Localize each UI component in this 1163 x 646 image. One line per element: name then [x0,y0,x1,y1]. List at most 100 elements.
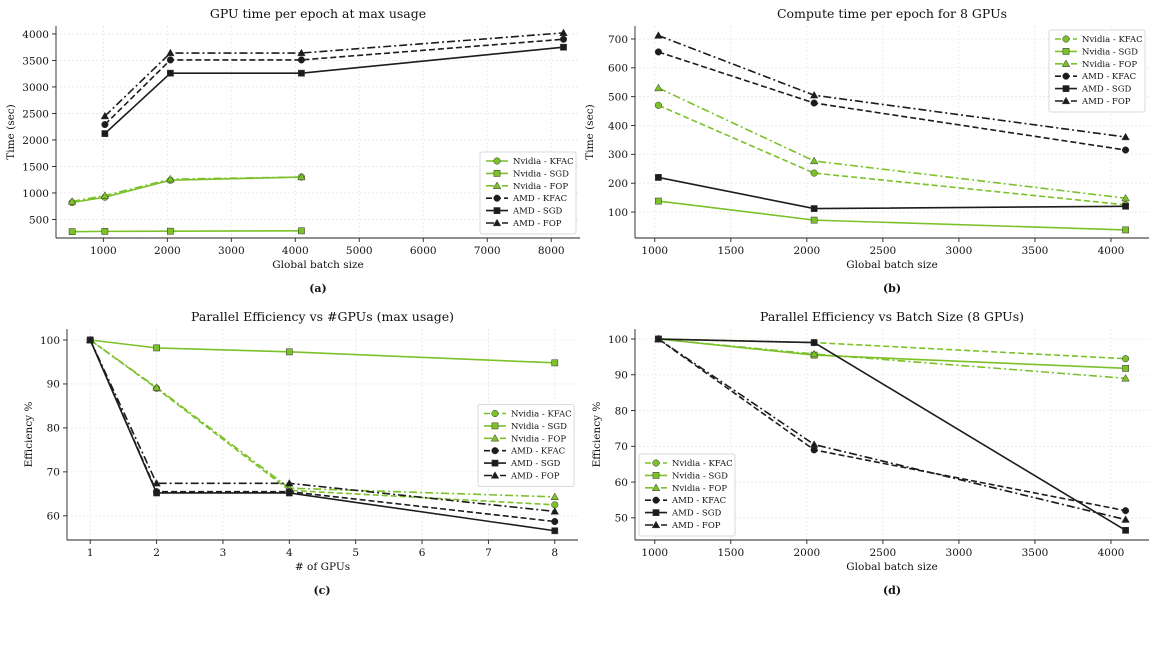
x-tick-label: 3000 [218,245,245,257]
data-point [1122,355,1130,363]
legend: Nvidia - KFAC Nvidia - SGD Nvidia - FOP AMD… [638,453,736,537]
y-tick-label: 100 [608,334,628,346]
legend-entry: AMD - KFAC [671,496,726,506]
data-point [1122,202,1129,210]
legend: Nvidia - KFAC Nvidia - SGD Nvidia - FOP AMD… [479,151,577,235]
data-point [810,169,818,177]
legend-marker [491,422,499,430]
legend-marker [492,181,502,189]
data-point [559,35,568,43]
series-line [89,339,555,498]
y-tick-label: 70 [615,441,628,453]
data-point [166,56,174,64]
legend-entry: Nvidia - SGD [1082,47,1138,57]
x-axis-label: # of GPUs [295,561,350,573]
data-point [101,130,109,137]
x-tick-label: 7 [485,547,492,559]
y-tick-label: 100 [608,207,628,219]
y-tick-label: 400 [608,120,628,132]
x-tick-label: 2000 [793,547,820,559]
data-point [809,90,819,99]
chart-caption: (d) [883,584,901,597]
x-tick-label: 6000 [410,245,437,257]
y-tick-label: 500 [29,214,49,226]
y-tick-label: 500 [608,91,628,103]
y-tick-label: 700 [608,34,628,46]
x-tick-label: 2000 [154,245,181,257]
legend-marker [1062,72,1070,80]
legend-marker [493,207,501,214]
x-tick-label: 2500 [870,547,897,559]
legend-marker [1062,85,1070,92]
chart-title: Parallel Efficiency vs Batch Size (8 GPU… [760,309,1024,324]
data-point [153,344,160,352]
legend-entry: AMD - FOP [1081,97,1131,107]
x-axis-label: Global batch size [272,259,363,271]
series-line [104,32,564,117]
x-tick-label: 1000 [90,245,117,257]
data-point [100,111,110,120]
y-tick-label: 3000 [22,82,49,94]
data-point [655,197,662,205]
data-point [1122,526,1129,534]
x-tick-label: 4000 [282,245,309,257]
x-tick-label: 2 [153,547,160,559]
series-line [104,38,564,126]
legend-marker [652,472,660,479]
series-line [658,338,1126,360]
data-point [1122,146,1130,154]
chart-panel-d: 1000 1500 2000 2500 3000 3500 4000 50 60 70 80 90 10… [591,309,1149,597]
data-point [809,349,819,358]
data-point [810,99,818,107]
legend-marker [1062,35,1070,43]
legend-entry: Nvidia - FOP [672,484,727,494]
x-tick-label: 1500 [717,547,744,559]
legend-entry: Nvidia - SGD [511,422,567,432]
legend-entry: Nvidia - SGD [513,169,569,179]
legend-marker [651,520,661,529]
data-point [1122,507,1130,515]
data-point [560,43,567,51]
legend-entry: Nvidia - FOP [513,182,568,192]
series-line [89,339,555,513]
legend-marker [1061,96,1071,105]
x-tick-label: 3 [220,547,227,559]
chart-panel-b: 1000 1500 2000 2500 3000 3500 4000 100 200 300 400… [584,6,1149,295]
data-point [550,507,560,515]
chart-title: Compute time per epoch for 8 GPUs [777,6,1007,21]
data-point [285,348,293,356]
legend-entry: Nvidia - KFAC [1082,35,1143,45]
chart-panel-c: 1 2 3 4 5 6 7 8 60 70 80 90 100 Parallel Efficiency v… [23,309,578,597]
legend-marker [652,509,660,516]
chart-caption: (a) [309,282,327,295]
x-tick-label: 1000 [641,547,668,559]
data-point [1122,226,1129,234]
series-line [90,339,555,364]
legend-marker [652,459,660,467]
y-tick-label: 90 [615,370,628,382]
y-tick-label: 80 [47,423,60,435]
legend-entry: Nvidia - KFAC [513,157,574,167]
series-line [72,230,302,233]
data-point [298,227,305,235]
x-tick-label: 8 [551,547,558,559]
data-point [297,48,306,57]
legend: Nvidia - KFAC Nvidia - SGD Nvidia - FOP AMD… [1048,29,1146,113]
series-line [71,176,302,203]
legend-marker [493,170,501,177]
data-point [152,478,161,487]
legend-entry: AMD - SGD [512,207,563,217]
legend-box [479,151,577,235]
data-point [810,216,818,224]
y-tick-label: 200 [608,178,628,190]
data-point [654,334,663,343]
data-point [101,228,109,235]
y-tick-label: 600 [608,63,628,75]
x-tick-label: 4000 [1098,547,1125,559]
data-point [559,28,568,36]
x-axis-label: Global batch size [846,259,937,271]
data-point [100,191,110,199]
x-axis-label: Global batch size [846,561,937,573]
